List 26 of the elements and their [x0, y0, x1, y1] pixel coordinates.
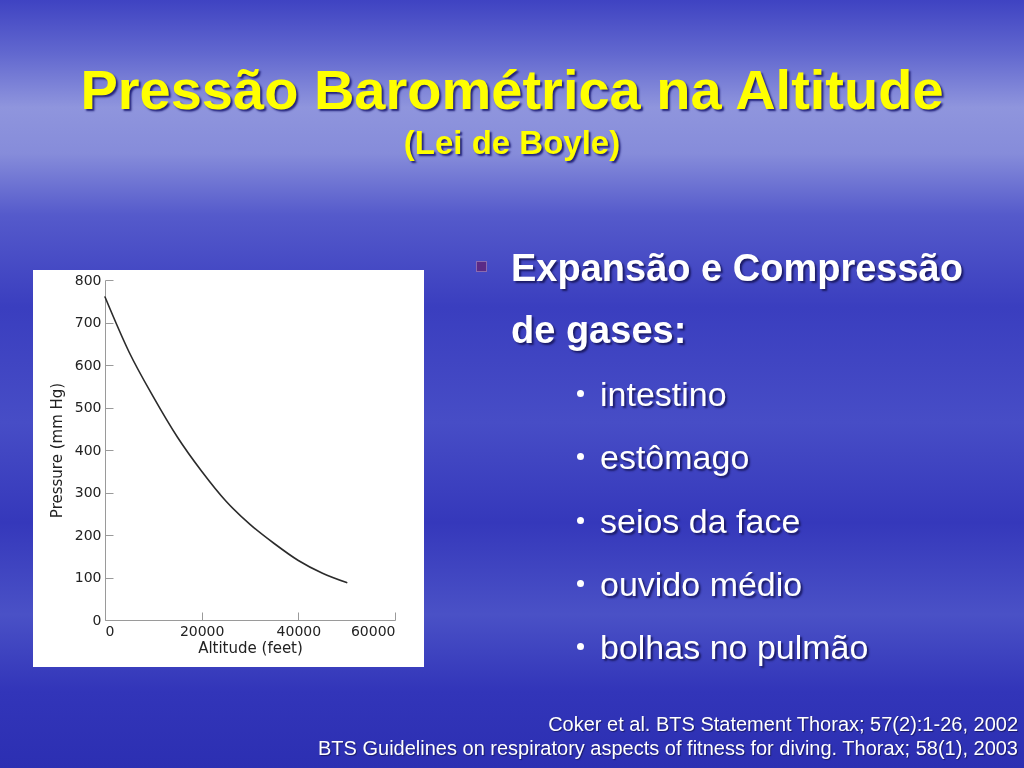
y-axis-title: Pressure (mm Hg)	[47, 382, 66, 519]
y-tick-label: 800	[74, 271, 102, 288]
y-tick-label: 100	[74, 569, 102, 585]
x-tick-label: 60000	[350, 622, 396, 639]
text: (Lei de Boyle)	[402, 124, 622, 162]
text: seios da face	[600, 500, 801, 542]
x-axis-title: Altitude (feet)	[198, 638, 303, 657]
text: Pressão Barométrica na Altitude	[79, 58, 945, 122]
text: Expansão e Compressão de gases:	[511, 246, 964, 353]
y-tick-label: 200	[74, 526, 102, 543]
text: intestino	[600, 374, 727, 415]
text: estômago	[600, 437, 750, 479]
y-tick-label: 300	[74, 484, 102, 500]
text: bolhas no pulmão	[600, 627, 869, 668]
y-tick-label: 400	[74, 441, 102, 458]
y-tick-label: 0	[92, 611, 102, 628]
y-tick-label: 600	[74, 356, 102, 373]
text: ouvido médio	[600, 563, 803, 605]
line-series	[104, 296, 348, 584]
x-tick-label: 40000	[276, 622, 322, 639]
y-tick-label: 500	[74, 399, 102, 415]
text: Coker et al. BTS Statement Thorax; 57(2):1-26, 2002	[548, 712, 1018, 736]
x-tick-label: 20000	[179, 622, 225, 639]
text: BTS Guidelines on respiratory aspects of fitness for diving. Thorax; 58(1), 2003	[318, 736, 1018, 760]
x-tick-label: 0	[105, 622, 115, 639]
y-tick-label: 700	[74, 314, 102, 330]
